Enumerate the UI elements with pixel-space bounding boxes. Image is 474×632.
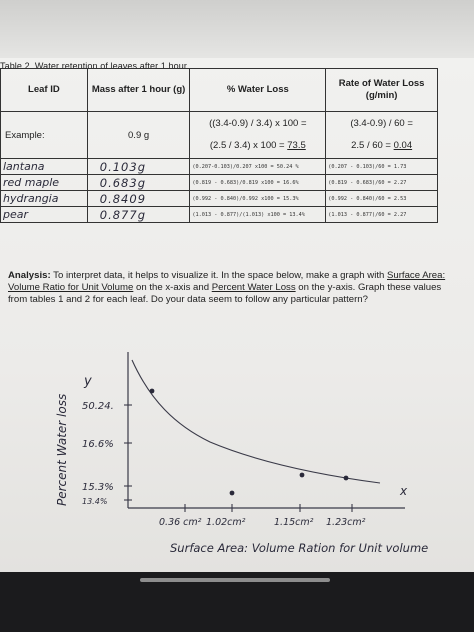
bezel-strip xyxy=(140,578,330,582)
analysis-text-1: To interpret data, it helps to visualize… xyxy=(50,270,387,281)
example-mass: 0.9 g xyxy=(86,111,191,159)
leaf-mass: 0.103g xyxy=(86,158,191,175)
example-percent-line1: ((3.4-0.9) / 3.4) x 100 = xyxy=(209,118,307,129)
header-rate-loss: Rate of Water Loss (g/min) xyxy=(325,68,438,112)
y-tick-label: 13.4% xyxy=(82,497,107,506)
y-tick-label: 16.6% xyxy=(82,439,114,450)
x-tick-label: 0.36 cm² xyxy=(159,517,202,528)
background-top xyxy=(0,0,474,60)
example-rate-line1: (3.4-0.9) / 60 = xyxy=(350,118,413,129)
leaf-rate-calc: (0.819 - 0.683)/60 = 2.27 xyxy=(325,174,438,191)
analysis-text-2: on the x-axis and xyxy=(133,282,212,293)
analysis-label: Analysis: xyxy=(8,270,51,281)
example-label: Example: xyxy=(0,111,88,159)
leaf-percent-calc: (1.013 - 0.877)/(1.013) x100 = 13.4% xyxy=(189,206,327,223)
x-tick-label: 1.02cm² xyxy=(206,517,246,528)
leaf-percent-calc: (0.207-0.103)/0.207 x100 = 50.24 % xyxy=(189,158,327,175)
header-mass: Mass after 1 hour (g) xyxy=(86,68,191,112)
y-axis-title: Percent Water loss xyxy=(55,394,69,506)
header-leaf-id: Leaf ID xyxy=(0,68,88,112)
x-axis-title: Surface Area: Volume Ration for Unit vol… xyxy=(170,541,428,555)
analysis-text-3: on the y-axis. Graph these values from t… xyxy=(8,282,442,305)
table-row: lantana 0.103g (0.207-0.103)/0.207 x100 … xyxy=(0,158,438,175)
leaf-mass: 0.683g xyxy=(86,174,191,191)
example-rate-line2: 2.5 / 60 = 0.04 xyxy=(326,135,437,157)
leaf-name: hydrangia xyxy=(0,190,88,207)
leaf-name: lantana xyxy=(0,158,88,175)
x-tick-label: 1.23cm² xyxy=(326,517,366,528)
leaf-rate-calc: (0.207 - 0.103)/60 = 1.73 xyxy=(325,158,438,175)
leaf-mass: 0.8409 xyxy=(86,190,191,207)
example-row: Example: 0.9 g ((3.4-0.9) / 3.4) x 100 =… xyxy=(0,111,438,159)
example-rate: (3.4-0.9) / 60 = 2.5 / 60 = 0.04 xyxy=(325,111,438,159)
handdrawn-graph: Percent Water loss y x Surface Area: Vol… xyxy=(55,352,428,555)
data-point xyxy=(149,388,155,394)
y-axis-letter: y xyxy=(83,374,92,389)
x-axis-letter: x xyxy=(399,484,408,498)
chart-marks: 50.24. 16.6% 15.3% 13.4% 0.36 cm² 1.02cm² 1.15… xyxy=(82,388,366,528)
y-tick-label: 50.24. xyxy=(82,401,114,412)
leaf-rate-calc: (0.992 - 0.840)/60 = 2.53 xyxy=(325,190,438,207)
leaf-percent-calc: (0.992 - 0.840)/0.992 x100 = 15.3% xyxy=(189,190,327,207)
example-percent-expr: (2.5 / 3.4) x 100 = xyxy=(209,140,288,151)
analysis-x-variable: Surface Area: Volume Ratio for Unit Volu… xyxy=(8,270,446,293)
table-row: pear 0.877g (1.013 - 0.877)/(1.013) x100… xyxy=(0,206,438,223)
leaf-name: pear xyxy=(0,206,88,223)
leaf-name: red maple xyxy=(0,174,88,191)
analysis-prompt: Analysis: To interpret data, it helps to… xyxy=(8,270,448,306)
screen-bezel xyxy=(0,572,474,632)
leaf-mass: 0.877g xyxy=(86,206,191,223)
example-percent-result: 73.5 xyxy=(287,140,306,151)
header-percent-loss: % Water Loss xyxy=(189,68,327,112)
y-tick-label: 15.3% xyxy=(82,482,114,493)
analysis-y-variable: Percent Water Loss xyxy=(211,282,296,293)
data-point xyxy=(343,475,349,481)
data-point xyxy=(229,490,235,496)
example-percent-line2: (2.5 / 3.4) x 100 = 73.5 xyxy=(190,135,325,157)
trend-curve xyxy=(131,359,381,484)
table-row: hydrangia 0.8409 (0.992 - 0.840)/0.992 x… xyxy=(0,190,438,207)
example-rate-result: 0.04 xyxy=(393,140,413,151)
table-caption: Table 2. Water retention of leaves after… xyxy=(0,61,187,71)
x-tick-label: 1.15cm² xyxy=(274,517,314,528)
leaf-percent-calc: (0.819 - 0.683)/0.819 x100 = 16.6% xyxy=(189,174,327,191)
water-retention-table: Leaf ID Mass after 1 hour (g) % Water Lo… xyxy=(0,68,438,223)
example-rate-expr: 2.5 / 60 = xyxy=(351,140,394,151)
table-row: red maple 0.683g (0.819 - 0.683)/0.819 x… xyxy=(0,174,438,191)
leaf-rate-calc: (1.013 - 0.877)/60 = 2.27 xyxy=(325,206,438,223)
data-point xyxy=(299,472,305,478)
example-percent: ((3.4-0.9) / 3.4) x 100 = (2.5 / 3.4) x … xyxy=(189,111,327,159)
